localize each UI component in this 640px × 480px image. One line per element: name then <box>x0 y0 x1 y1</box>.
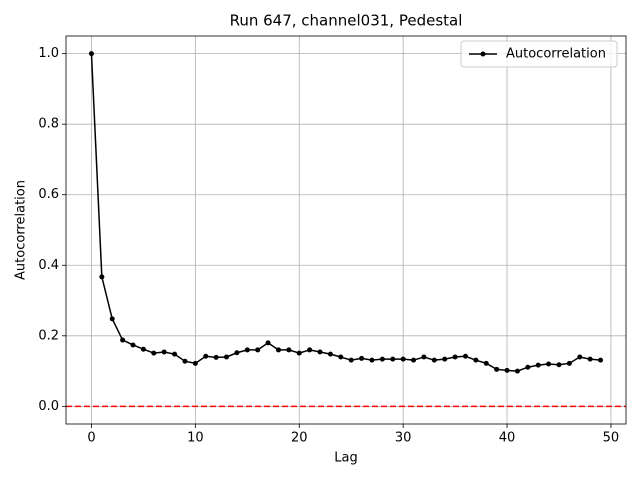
y-tick-label: 1.0 <box>38 46 59 61</box>
x-tick-label: 0 <box>87 431 95 446</box>
point <box>265 340 271 346</box>
point <box>338 354 344 360</box>
point <box>275 347 281 353</box>
point <box>504 367 510 373</box>
point <box>494 366 500 372</box>
point <box>327 351 333 357</box>
point <box>452 354 458 360</box>
point <box>556 362 562 368</box>
point <box>525 364 531 370</box>
point <box>307 347 313 353</box>
point <box>255 347 261 353</box>
x-tick-label: 50 <box>603 431 620 446</box>
axes-frame <box>65 35 627 425</box>
point <box>587 356 593 362</box>
point <box>400 356 406 362</box>
point <box>462 353 468 359</box>
x-tick-label: 30 <box>395 431 412 446</box>
point <box>359 355 365 361</box>
point <box>317 349 323 355</box>
series-line <box>90 53 601 372</box>
point <box>182 358 188 364</box>
x-axis-label: Lag <box>334 451 357 466</box>
point <box>369 357 375 363</box>
point <box>120 337 126 343</box>
legend-label: Autocorrelation <box>506 47 606 62</box>
point <box>172 351 178 357</box>
point <box>421 354 427 360</box>
point <box>442 356 448 362</box>
x-tick-label: 10 <box>187 431 204 446</box>
chart-title: Run 647, channel031, Pedestal <box>230 12 463 30</box>
point <box>161 349 167 355</box>
legend-marker <box>480 51 486 57</box>
point <box>348 357 354 363</box>
point <box>566 360 572 366</box>
y-tick-label: 0.0 <box>38 399 59 414</box>
point <box>130 342 136 348</box>
point <box>192 360 198 366</box>
point <box>213 354 219 360</box>
point <box>296 350 302 356</box>
point <box>99 274 105 280</box>
point <box>390 356 396 362</box>
point <box>224 354 230 360</box>
x-tick-label: 40 <box>499 431 516 446</box>
point <box>88 51 94 57</box>
point <box>598 357 604 363</box>
point <box>151 350 157 356</box>
point <box>140 346 146 352</box>
point <box>546 361 552 367</box>
y-tick-label: 0.4 <box>38 258 59 273</box>
y-axis-label: Autocorrelation <box>14 180 29 280</box>
y-tick-label: 0.2 <box>38 328 59 343</box>
point <box>109 316 115 322</box>
point <box>379 356 385 362</box>
point <box>577 354 583 360</box>
point <box>483 360 489 366</box>
legend-box <box>460 40 618 68</box>
point <box>514 368 520 374</box>
x-tick-label: 20 <box>291 431 308 446</box>
point <box>411 357 417 363</box>
point <box>234 350 240 356</box>
y-tick-label: 0.6 <box>38 187 59 202</box>
point <box>244 347 250 353</box>
y-tick-label: 0.8 <box>38 117 59 132</box>
point <box>286 347 292 353</box>
point <box>535 362 541 368</box>
point <box>203 353 209 359</box>
point <box>431 357 437 363</box>
point <box>473 357 479 363</box>
